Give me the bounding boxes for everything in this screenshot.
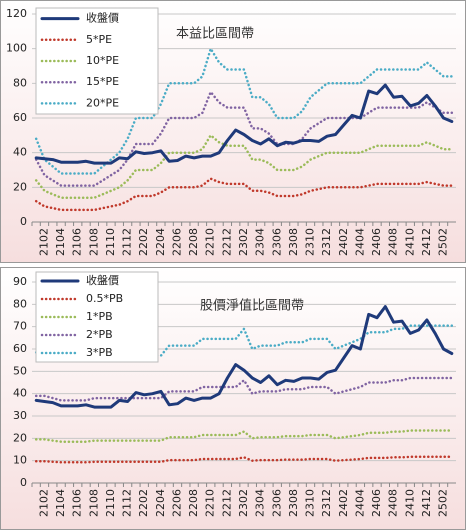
y-tick-label: 100 — [6, 42, 27, 55]
x-tick-label: 2208 — [187, 489, 200, 517]
series-line — [34, 429, 454, 443]
x-tick-label: 2302 — [237, 228, 250, 256]
legend-label: 5*PE — [86, 33, 112, 46]
legend-label: 10*PE — [86, 54, 119, 67]
y-tick-label: 0 — [20, 476, 27, 489]
x-tick-label: 2110 — [104, 228, 117, 256]
x-tick-label: 2210 — [204, 228, 217, 256]
x-tick-label: 2306 — [270, 228, 283, 256]
x-tick-label: 2206 — [170, 228, 183, 256]
legend-box — [35, 7, 159, 115]
x-tick-label: 2312 — [320, 489, 333, 517]
x-tick-label: 2304 — [254, 489, 267, 517]
x-tick-label: 2104 — [54, 489, 67, 517]
x-tick-label: 2310 — [304, 489, 317, 517]
x-tick-label: 2406 — [370, 228, 383, 256]
y-tick-label: 120 — [6, 7, 27, 20]
x-tick-label: 2502 — [437, 489, 450, 517]
x-tick-label: 2306 — [270, 489, 283, 517]
series-line — [34, 83, 454, 165]
legend-box — [35, 271, 159, 363]
x-tick-label: 2406 — [370, 489, 383, 517]
y-tick-label: 30 — [13, 409, 27, 422]
series-line — [34, 90, 454, 187]
legend-label: 3*PB — [86, 346, 113, 359]
series-line — [34, 177, 454, 212]
x-tick-label: 2404 — [353, 489, 366, 517]
legend-label: 0.5*PB — [86, 292, 123, 305]
series-line — [34, 134, 454, 199]
x-tick-label: 2106 — [71, 228, 84, 256]
x-tick-label: 2212 — [220, 489, 233, 517]
legend-label: 收盤價 — [86, 273, 119, 287]
y-tick-label: 10 — [13, 454, 27, 467]
x-tick-label: 2204 — [154, 489, 167, 517]
x-tick-label: 2502 — [437, 228, 450, 256]
x-tick-label: 2412 — [420, 228, 433, 256]
x-tick-label: 2206 — [170, 489, 183, 517]
series-line — [34, 305, 454, 409]
y-tick-label: 60 — [13, 111, 27, 124]
x-tick-label: 2312 — [320, 228, 333, 256]
series-line — [34, 324, 454, 361]
x-tick-label: 2106 — [71, 489, 84, 517]
y-tick-label: 80 — [13, 297, 27, 310]
x-tick-label: 2112 — [121, 228, 134, 256]
x-tick-label: 2208 — [187, 228, 200, 256]
chart-title: 本益比區間帶 — [176, 27, 254, 42]
x-tick-label: 2304 — [254, 228, 267, 256]
legend-label: 20*PE — [86, 96, 119, 109]
x-tick-label: 2408 — [387, 489, 400, 517]
x-tick-label: 2302 — [237, 489, 250, 517]
y-tick-label: 70 — [13, 320, 27, 333]
x-tick-label: 2310 — [304, 228, 317, 256]
x-tick-label: 2210 — [204, 489, 217, 517]
x-tick-label: 2308 — [287, 489, 300, 517]
x-tick-label: 2202 — [137, 228, 150, 256]
x-tick-label: 2402 — [337, 228, 350, 256]
chart-title: 股價淨值比區間帶 — [200, 298, 304, 314]
y-tick-label: 90 — [13, 275, 27, 288]
x-tick-label: 2202 — [137, 489, 150, 517]
x-tick-label: 2112 — [121, 489, 134, 517]
x-tick-label: 2408 — [387, 228, 400, 256]
legend-label: 1*PB — [86, 310, 113, 323]
legend-label: 15*PE — [86, 75, 119, 88]
x-tick-label: 2402 — [337, 489, 350, 517]
x-tick-label: 2212 — [220, 228, 233, 256]
y-tick-label: 0 — [20, 215, 27, 228]
x-tick-label: 2102 — [37, 228, 50, 256]
x-tick-label: 2108 — [87, 228, 100, 256]
x-tick-label: 2108 — [87, 489, 100, 517]
x-tick-label: 2204 — [154, 228, 167, 256]
x-tick-label: 2102 — [37, 489, 50, 517]
series-line — [34, 47, 454, 175]
y-tick-label: 40 — [13, 146, 27, 159]
y-tick-label: 20 — [13, 431, 27, 444]
x-tick-label: 2410 — [403, 489, 416, 517]
y-tick-label: 40 — [13, 387, 27, 400]
series-line — [34, 376, 454, 402]
x-tick-label: 2308 — [287, 228, 300, 256]
y-tick-label: 20 — [13, 180, 27, 193]
y-tick-label: 80 — [13, 76, 27, 89]
legend-label: 收盤價 — [86, 11, 119, 25]
y-tick-label: 50 — [13, 364, 27, 377]
y-tick-label: 60 — [13, 342, 27, 355]
x-tick-label: 2104 — [54, 228, 67, 256]
x-tick-label: 2410 — [403, 228, 416, 256]
legend-label: 2*PB — [86, 328, 113, 341]
x-tick-label: 2404 — [353, 228, 366, 256]
x-tick-label: 2110 — [104, 489, 117, 517]
series-line — [34, 455, 454, 464]
x-tick-label: 2412 — [420, 489, 433, 517]
